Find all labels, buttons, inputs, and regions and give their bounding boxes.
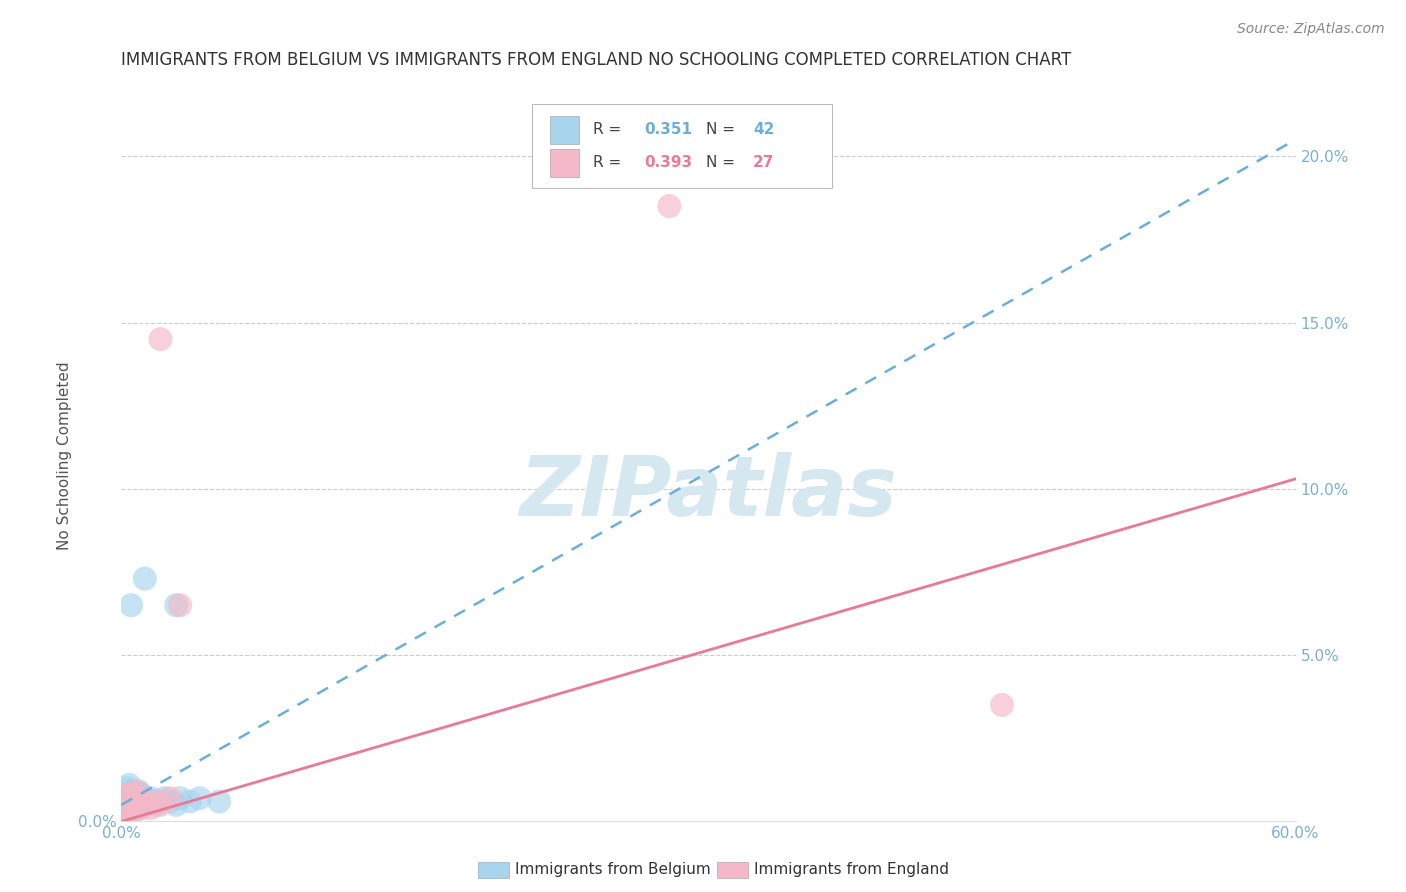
Point	[139, 791, 162, 805]
Point	[112, 805, 135, 819]
Point	[125, 801, 148, 815]
Point	[118, 791, 141, 805]
Text: Immigrants from Belgium: Immigrants from Belgium	[515, 863, 710, 877]
Point	[125, 784, 148, 798]
Point	[124, 797, 146, 812]
Point	[115, 781, 138, 796]
Point	[129, 788, 152, 802]
Point	[114, 807, 136, 822]
Text: IMMIGRANTS FROM BELGIUM VS IMMIGRANTS FROM ENGLAND NO SCHOOLING COMPLETED CORREL: IMMIGRANTS FROM BELGIUM VS IMMIGRANTS FR…	[121, 51, 1071, 69]
Point	[134, 572, 156, 586]
Point	[122, 788, 145, 802]
Bar	[550, 149, 579, 177]
Point	[114, 795, 136, 809]
Point	[138, 795, 160, 809]
Point	[169, 599, 191, 613]
Point	[118, 791, 141, 805]
Point	[149, 332, 172, 346]
Point	[135, 795, 157, 809]
Point	[991, 698, 1014, 712]
Point	[159, 791, 181, 805]
Point	[118, 778, 141, 792]
Point	[128, 784, 150, 798]
Point	[122, 788, 145, 802]
Bar	[550, 116, 579, 144]
Point	[120, 805, 142, 819]
Point	[112, 795, 135, 809]
Point	[132, 795, 155, 809]
Text: 27: 27	[754, 155, 775, 170]
Point	[134, 797, 156, 812]
Point	[118, 801, 141, 815]
Text: 42: 42	[754, 122, 775, 137]
Point	[115, 791, 138, 805]
Point	[132, 795, 155, 809]
Point	[115, 805, 138, 819]
Point	[125, 788, 148, 802]
Text: N =: N =	[706, 122, 740, 137]
Point	[179, 795, 201, 809]
Point	[128, 797, 150, 812]
Point	[122, 801, 145, 815]
Point	[129, 801, 152, 815]
Point	[124, 784, 146, 798]
Point	[135, 797, 157, 812]
Point	[120, 784, 142, 798]
Point	[658, 199, 681, 213]
Point	[134, 791, 156, 805]
Point	[120, 599, 142, 613]
Point	[145, 795, 167, 809]
Point	[120, 788, 142, 802]
Point	[122, 805, 145, 819]
Point	[159, 795, 181, 809]
Point	[139, 801, 162, 815]
Point	[145, 797, 167, 812]
Point	[149, 797, 172, 812]
Point	[120, 795, 142, 809]
Point	[118, 805, 141, 819]
Point	[165, 599, 187, 613]
Point	[149, 795, 172, 809]
Point	[129, 801, 152, 815]
Point	[169, 791, 191, 805]
Point	[115, 801, 138, 815]
Point	[208, 795, 231, 809]
Point	[142, 795, 165, 809]
Text: N =: N =	[706, 155, 740, 170]
Point	[188, 791, 211, 805]
Point	[120, 801, 142, 815]
Point	[112, 805, 135, 819]
Text: R =: R =	[593, 122, 627, 137]
Point	[114, 788, 136, 802]
Point	[124, 797, 146, 812]
FancyBboxPatch shape	[533, 104, 832, 188]
Text: ZIPatlas: ZIPatlas	[520, 451, 897, 533]
Point	[114, 807, 136, 822]
Text: Immigrants from England: Immigrants from England	[754, 863, 949, 877]
Point	[128, 797, 150, 812]
Point	[115, 788, 138, 802]
Point	[153, 791, 176, 805]
Text: 0.393: 0.393	[644, 155, 692, 170]
Text: R =: R =	[593, 155, 627, 170]
Point	[114, 797, 136, 812]
Text: Source: ZipAtlas.com: Source: ZipAtlas.com	[1237, 22, 1385, 37]
Y-axis label: No Schooling Completed: No Schooling Completed	[58, 361, 72, 549]
Text: 0.351: 0.351	[644, 122, 692, 137]
Point	[125, 801, 148, 815]
Point	[165, 797, 187, 812]
